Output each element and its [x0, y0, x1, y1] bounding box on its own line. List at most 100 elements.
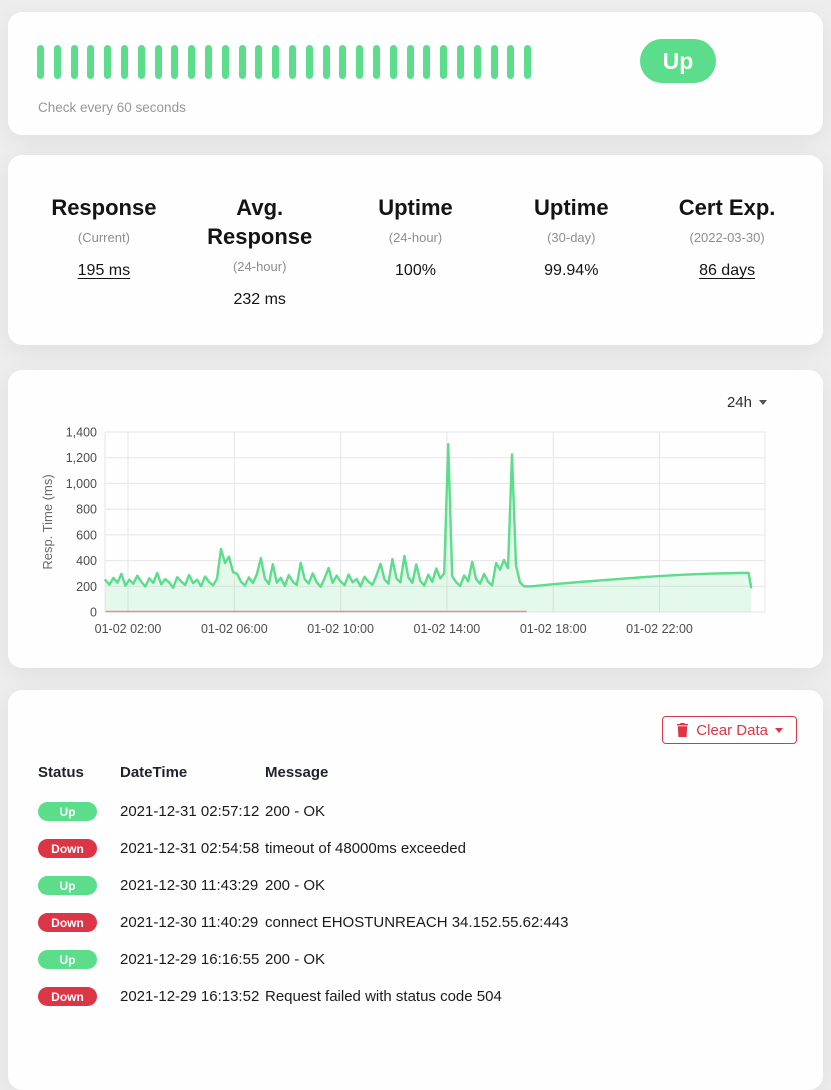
svg-text:01-02 02:00: 01-02 02:00 [95, 622, 162, 636]
status-badge: Down [38, 913, 97, 932]
heartbeat-beat[interactable] [137, 45, 145, 79]
heartbeat-beat[interactable] [238, 45, 246, 79]
events-table: Status DateTime Message Up 2021-12-31 02… [8, 744, 823, 1015]
heartbeat-card: Up Check every 60 seconds [8, 12, 823, 135]
status-badge: Up [38, 802, 97, 821]
table-row: Down 2021-12-30 11:40:29 connect EHOSTUN… [38, 904, 793, 941]
svg-text:400: 400 [76, 554, 97, 568]
stat-response-current: Response (Current) 195 ms [26, 193, 182, 345]
svg-text:800: 800 [76, 503, 97, 517]
clear-data-label: Clear Data [696, 721, 768, 739]
heartbeat-beat[interactable] [389, 45, 397, 79]
heartbeat-beat[interactable] [406, 45, 414, 79]
stat-value: 99.94% [544, 262, 599, 280]
stat-title: Uptime [378, 195, 453, 220]
trash-icon [677, 723, 689, 737]
stat-value[interactable]: 195 ms [77, 262, 131, 280]
stat-value: 100% [395, 262, 436, 280]
events-table-header: Status DateTime Message [38, 758, 793, 793]
heartbeat-beat[interactable] [305, 45, 313, 79]
svg-text:01-02 06:00: 01-02 06:00 [201, 622, 268, 636]
stat-subtitle: (24-hour) [388, 230, 443, 246]
svg-text:1,000: 1,000 [66, 477, 97, 491]
heartbeat-beat[interactable] [456, 45, 464, 79]
heartbeat-bar[interactable] [37, 45, 532, 79]
heartbeat-beat[interactable] [423, 45, 431, 79]
heartbeat-beat[interactable] [188, 45, 196, 79]
table-row: Down 2021-12-31 02:54:58 timeout of 4800… [38, 830, 793, 867]
heartbeat-beat[interactable] [490, 45, 498, 79]
svg-text:0: 0 [90, 606, 97, 620]
chart-card: 0 200 400 600 800 1,000 1,200 1,400 01-02 02:00 0… [8, 370, 823, 668]
heartbeat-beat[interactable] [154, 45, 162, 79]
period-label: 24h [726, 394, 752, 411]
status-badge: Up [38, 876, 97, 895]
heartbeat-beat[interactable] [53, 45, 61, 79]
event-message: 200 - OK [265, 951, 326, 968]
stat-value: 232 ms [233, 291, 286, 309]
heartbeat-beat[interactable] [322, 45, 330, 79]
response-time-chart[interactable]: 0 200 400 600 800 1,000 1,200 1,400 01-02 02:00 0… [8, 370, 823, 668]
svg-text:01-02 14:00: 01-02 14:00 [414, 622, 481, 636]
event-message: 200 - OK [265, 877, 326, 894]
heartbeat-beat[interactable] [440, 45, 448, 79]
heartbeat-beat[interactable] [37, 45, 44, 79]
stat-avg-response: Avg. Response (24-hour) 232 ms [182, 193, 338, 345]
heartbeat-beat[interactable] [524, 45, 532, 79]
stat-subtitle: (30-day) [547, 230, 596, 246]
stat-subtitle: (24-hour) [232, 259, 287, 275]
event-message: timeout of 48000ms exceeded [265, 840, 466, 857]
table-row: Up 2021-12-30 11:43:29 200 - OK [38, 867, 793, 904]
event-datetime: 2021-12-30 11:40:29 [120, 914, 259, 931]
column-header-status: Status [38, 764, 84, 781]
stat-subtitle: (Current) [77, 230, 130, 246]
svg-text:01-02 10:00: 01-02 10:00 [307, 622, 374, 636]
clear-data-button[interactable]: Clear Data [662, 716, 797, 744]
heartbeat-beat[interactable] [372, 45, 380, 79]
column-header-message: Message [265, 764, 329, 781]
column-header-datetime: DateTime [120, 764, 188, 781]
event-message: 200 - OK [265, 803, 326, 820]
check-interval-text: Check every 60 seconds [38, 100, 186, 115]
heartbeat-beat[interactable] [356, 45, 364, 79]
heartbeat-beat[interactable] [120, 45, 128, 79]
period-dropdown[interactable]: 24h [727, 394, 767, 411]
svg-text:200: 200 [76, 580, 97, 594]
heartbeat-beat[interactable] [288, 45, 296, 79]
event-datetime: 2021-12-30 11:43:29 [120, 877, 259, 894]
stat-title: Cert Exp. [678, 195, 776, 220]
chevron-down-icon [759, 400, 767, 405]
heartbeat-beat[interactable] [507, 45, 515, 79]
svg-text:1,400: 1,400 [66, 426, 97, 440]
svg-text:01-02 22:00: 01-02 22:00 [626, 622, 693, 636]
stat-value[interactable]: 86 days [699, 262, 756, 280]
svg-text:01-02 18:00: 01-02 18:00 [520, 622, 587, 636]
heartbeat-beat[interactable] [473, 45, 481, 79]
stat-subtitle: (2022-03-30) [689, 230, 765, 246]
svg-text:600: 600 [76, 528, 97, 542]
heartbeat-beat[interactable] [87, 45, 95, 79]
heartbeat-beat[interactable] [204, 45, 212, 79]
heartbeat-beat[interactable] [70, 45, 78, 79]
event-message: connect EHOSTUNREACH 34.152.55.62:443 [265, 914, 569, 931]
stats-card: Response (Current) 195 ms Avg. Response … [8, 155, 823, 345]
status-badge: Down [38, 987, 97, 1006]
event-datetime: 2021-12-31 02:57:12 [120, 803, 260, 820]
status-badge: Down [38, 839, 97, 858]
table-row: Up 2021-12-29 16:16:55 200 - OK [38, 941, 793, 978]
events-card: Clear Data Status DateTime Message Up 20… [8, 690, 823, 1090]
svg-text:Resp. Time (ms): Resp. Time (ms) [40, 474, 55, 569]
event-datetime: 2021-12-29 16:13:52 [120, 988, 260, 1005]
heartbeat-beat[interactable] [171, 45, 179, 79]
heartbeat-beat[interactable] [272, 45, 280, 79]
svg-text:1,200: 1,200 [66, 451, 97, 465]
table-row: Down 2021-12-29 16:13:52 Request failed … [38, 978, 793, 1015]
heartbeat-beat[interactable] [339, 45, 347, 79]
stat-title: Uptime [534, 195, 609, 220]
event-datetime: 2021-12-31 02:54:58 [120, 840, 260, 857]
heartbeat-beat[interactable] [104, 45, 112, 79]
heartbeat-beat[interactable] [255, 45, 263, 79]
stat-title: Response [51, 195, 157, 220]
heartbeat-beat[interactable] [221, 45, 229, 79]
table-row: Up 2021-12-31 02:57:12 200 - OK [38, 793, 793, 830]
